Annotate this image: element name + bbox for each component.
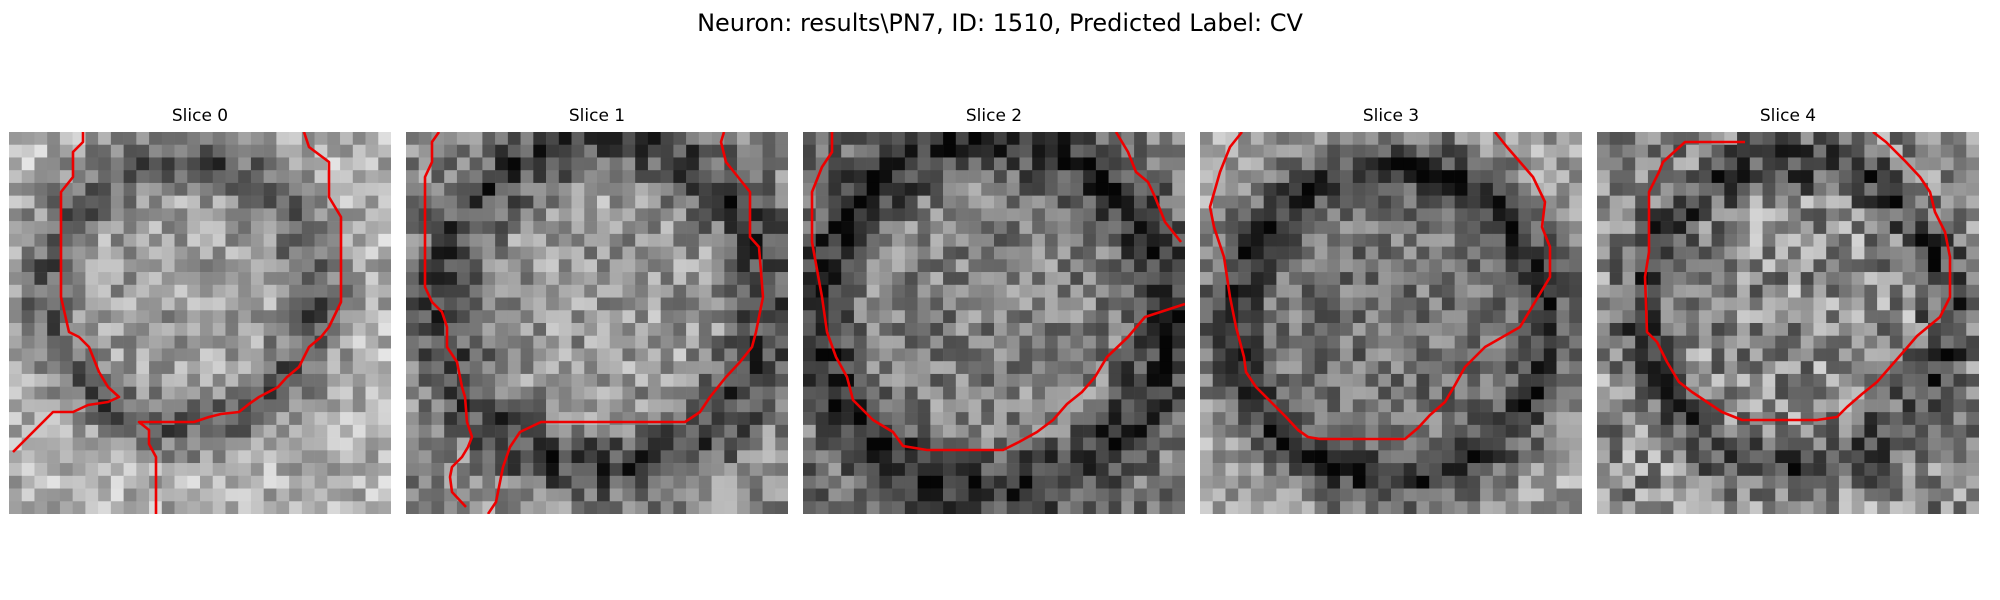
- slice-panel-4: Slice 4: [1588, 104, 1988, 514]
- contour-line-0: [1208, 132, 1552, 441]
- figure-title: Neuron: results\PN7, ID: 1510, Predicted…: [697, 9, 1303, 37]
- slice-image-2: [803, 132, 1185, 514]
- slice-panel-1: Slice 1: [397, 104, 797, 514]
- slice-panel-0: Slice 0: [0, 104, 400, 514]
- contour-line-0: [12, 132, 121, 453]
- contour-line-0: [1643, 132, 1952, 422]
- slice-title-1: Slice 1: [568, 106, 626, 126]
- contour-line-1: [1114, 132, 1183, 243]
- slice-title-0: Slice 0: [171, 106, 229, 126]
- slice-title-3: Slice 3: [1362, 106, 1420, 126]
- pixel-grid: [1597, 132, 1979, 514]
- slice-image-1: [406, 132, 788, 514]
- contour-line-1: [486, 132, 765, 514]
- slice-title-2: Slice 2: [965, 106, 1023, 126]
- pixel-grid: [9, 132, 391, 514]
- slice-image-3: [1200, 132, 1582, 514]
- slice-title-4: Slice 4: [1759, 106, 1817, 126]
- slice-panel-2: Slice 2: [794, 104, 1194, 514]
- contour-line-1: [137, 132, 343, 514]
- contour-line-0: [810, 132, 1185, 452]
- pixel-grid: [803, 132, 1185, 514]
- slice-panel-3: Slice 3: [1191, 104, 1591, 514]
- pixel-grid: [1200, 132, 1582, 514]
- contour-line-0: [423, 132, 474, 508]
- slice-image-4: [1597, 132, 1979, 514]
- slice-image-0: [9, 132, 391, 514]
